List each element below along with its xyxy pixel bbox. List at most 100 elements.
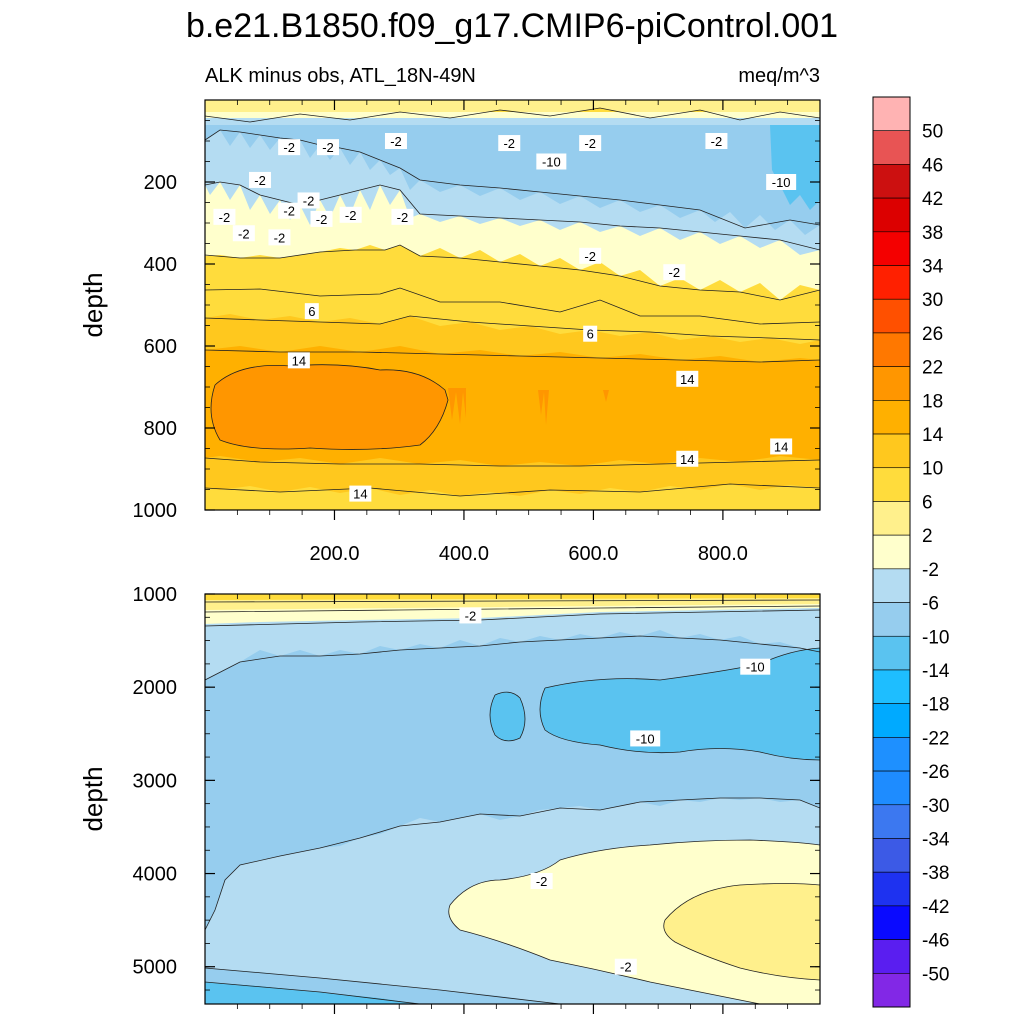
contour-label-bg bbox=[663, 264, 686, 281]
contour-label: -2 bbox=[584, 249, 596, 264]
contour-label-bg bbox=[614, 958, 637, 975]
contour-label-bg bbox=[583, 325, 598, 342]
contour-label-bg bbox=[384, 133, 407, 149]
colorbar-swatch bbox=[872, 366, 911, 401]
x-tick-label: 600.0 bbox=[568, 543, 618, 565]
contour-label-bg bbox=[268, 229, 291, 246]
upper-band-pos18-spike-a bbox=[448, 388, 466, 424]
lower-contour-labels: -2 -10 -10 -2 -2 bbox=[459, 607, 771, 975]
colorbar-swatch bbox=[872, 433, 911, 469]
colorbar-swatch bbox=[872, 534, 911, 570]
colorbar-swatch bbox=[872, 905, 911, 940]
lower-contour-line bbox=[205, 605, 820, 613]
colorbar-swatch bbox=[872, 871, 911, 907]
colorbar-label: 10 bbox=[922, 459, 943, 480]
colorbar-swatch bbox=[872, 838, 911, 873]
upper-panel-contour-lines bbox=[205, 107, 820, 497]
colorbar-label: -2 bbox=[922, 560, 939, 581]
colorbar-label: 26 bbox=[922, 324, 943, 345]
colorbar: 50 46 42 38 34 30 26 22 18 14 10 6 2 -2 -6 -10 -14 -18 -22… bbox=[872, 96, 950, 1008]
contour-label: -10 bbox=[746, 660, 765, 675]
contour-label: -2 bbox=[345, 208, 357, 223]
contour-label: -2 bbox=[669, 265, 681, 280]
contour-label: 6 bbox=[587, 327, 594, 342]
upper-contour-line bbox=[205, 483, 820, 497]
upper-contour-line bbox=[205, 457, 820, 467]
colorbar-label: 34 bbox=[922, 257, 944, 278]
contour-label: -2 bbox=[238, 226, 250, 241]
contour-label: -2 bbox=[316, 212, 328, 227]
contour-label: -2 bbox=[283, 140, 295, 155]
upper-contour-line bbox=[205, 349, 820, 363]
colorbar-label: -22 bbox=[922, 728, 949, 749]
colorbar-label: 46 bbox=[922, 155, 943, 176]
lower-contour-line bbox=[205, 981, 421, 1004]
colorbar-label: -46 bbox=[922, 931, 949, 952]
colorbar-label: -38 bbox=[922, 863, 949, 884]
y-tick-label: 4000 bbox=[133, 864, 178, 886]
contour-label: -10 bbox=[636, 731, 655, 746]
contour-label-bg bbox=[278, 202, 301, 219]
contour-label-bg bbox=[459, 607, 482, 624]
upper-contour-labels: -2 -2 -2 -2-10-2 -2-2-2-2-2 -2 -2-2-2 -2-10-2-2… bbox=[213, 133, 797, 502]
colorbar-swatch bbox=[872, 602, 911, 637]
upper-y-axis-label: depth bbox=[78, 272, 108, 337]
colorbar-swatch bbox=[872, 568, 911, 603]
contour-label-bg bbox=[530, 873, 553, 889]
lower-band-yellow-bottom bbox=[663, 883, 820, 980]
contour-label: -2 bbox=[620, 960, 632, 975]
contour-label: 14 bbox=[680, 372, 694, 387]
contour-label-bg bbox=[317, 139, 339, 156]
contour-label: -2 bbox=[711, 134, 723, 149]
contour-label-bg bbox=[304, 303, 319, 320]
lower-panel-fill bbox=[205, 594, 820, 1004]
y-tick-label: 3000 bbox=[133, 770, 178, 792]
contour-label-bg bbox=[339, 206, 362, 223]
contour-label-bg bbox=[705, 133, 728, 149]
colorbar-swatch bbox=[872, 703, 911, 738]
colorbar-label: -18 bbox=[922, 695, 949, 716]
contour-label: 14 bbox=[292, 353, 306, 368]
colorbar-swatch bbox=[872, 770, 911, 806]
contour-label-bg bbox=[630, 730, 661, 747]
lower-band-deep-neg10-b bbox=[490, 692, 525, 741]
colorbar-swatch bbox=[872, 467, 911, 502]
lower-contour-line bbox=[205, 599, 820, 603]
upper-band-neg10 bbox=[205, 125, 820, 235]
colorbar-label: 18 bbox=[922, 391, 943, 412]
upper-contour-line bbox=[205, 244, 820, 301]
y-tick-label: 800 bbox=[144, 418, 177, 440]
colorbar-label: -14 bbox=[922, 661, 950, 682]
colorbar-label: 6 bbox=[922, 492, 933, 513]
contour-label-bg bbox=[536, 153, 567, 170]
upper-band-pos18 bbox=[211, 364, 448, 450]
chart-subtitle-left: ALK minus obs, ATL_18N-49N bbox=[205, 65, 476, 87]
colorbar-label: 50 bbox=[922, 122, 943, 143]
colorbar-label: 14 bbox=[922, 425, 944, 446]
colorbar-swatch bbox=[872, 400, 911, 435]
colorbar-frame bbox=[872, 96, 911, 1008]
contour-label-bg bbox=[391, 208, 414, 225]
lower-contour-line bbox=[205, 797, 820, 931]
colorbar-swatch bbox=[872, 231, 911, 266]
contour-label-bg bbox=[310, 210, 333, 227]
contour-label: -10 bbox=[542, 155, 561, 170]
colorbar-label: 38 bbox=[922, 223, 943, 244]
contour-label: -2 bbox=[584, 136, 596, 151]
colorbar-label: -26 bbox=[922, 762, 949, 783]
colorbar-swatch bbox=[872, 501, 911, 536]
upper-band-pos18-spike-b bbox=[538, 390, 549, 425]
colorbar-label: 42 bbox=[922, 189, 943, 210]
colorbar-label: -30 bbox=[922, 796, 949, 817]
contour-label: -2 bbox=[303, 193, 315, 208]
lower-contour-line bbox=[539, 647, 820, 761]
upper-band-pos18-spike-c bbox=[603, 390, 609, 402]
contour-label-bg bbox=[232, 225, 255, 242]
lower-contour-line bbox=[663, 883, 820, 981]
colorbar-swatch bbox=[872, 332, 911, 367]
contour-label: -2 bbox=[254, 173, 266, 188]
upper-contour-line bbox=[205, 107, 820, 123]
y-tick-label: 400 bbox=[144, 254, 177, 276]
colorbar-swatch bbox=[872, 737, 911, 772]
